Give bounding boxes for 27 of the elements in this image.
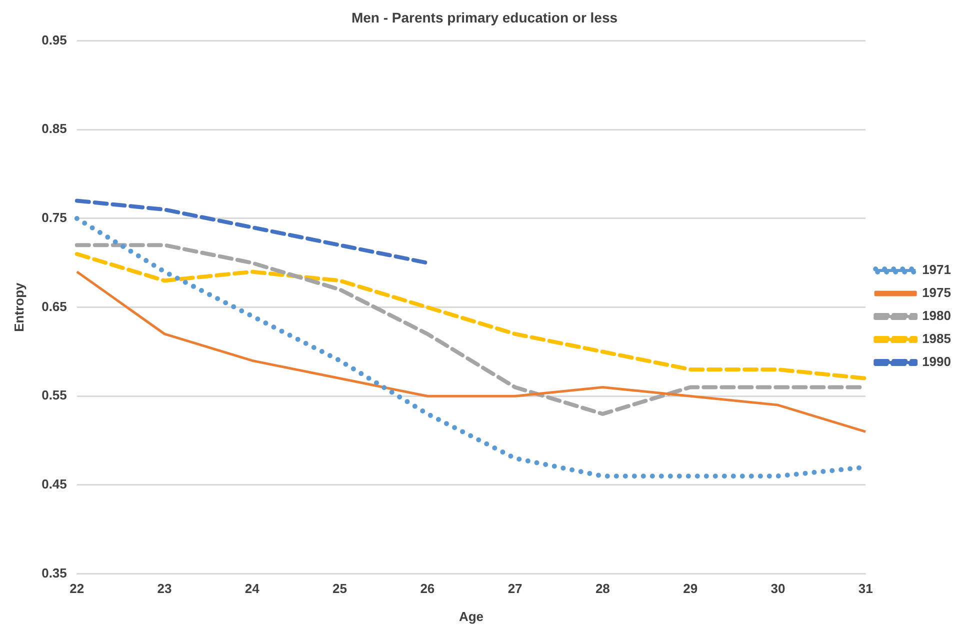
x-tick-label: 23 <box>157 581 172 596</box>
x-tick-label: 25 <box>332 581 348 596</box>
legend-label: 1990 <box>922 354 951 370</box>
y-tick-label: 0.45 <box>42 476 67 492</box>
y-tick-label: 0.65 <box>42 298 67 314</box>
legend-label: 1985 <box>922 331 951 346</box>
legend-label: 1975 <box>922 285 951 300</box>
y-tick-label: 0.75 <box>42 210 67 226</box>
y-tick-label: 0.85 <box>42 121 67 136</box>
line-series <box>74 252 868 380</box>
x-tick-label: 28 <box>595 581 610 596</box>
x-tick-label: 29 <box>683 581 698 596</box>
x-axis-title: Age <box>458 608 484 624</box>
y-tick-label: 0.95 <box>42 32 67 48</box>
y-axis-title: Entropy <box>11 282 26 332</box>
chart-title: Men - Parents primary education or less <box>351 9 618 26</box>
x-tick-label: 26 <box>420 581 435 596</box>
x-tick-label: 24 <box>244 581 260 596</box>
legend-label: 1971 <box>922 262 951 278</box>
x-tick-label: 22 <box>70 581 84 596</box>
line-series <box>74 198 430 265</box>
x-tick-label: 27 <box>508 581 522 596</box>
x-tick-label: 30 <box>770 581 786 596</box>
y-tick-label: 0.35 <box>42 565 67 580</box>
x-tick-label: 31 <box>858 581 873 596</box>
y-tick-label: 0.55 <box>42 388 67 403</box>
legend-label: 1980 <box>922 308 951 324</box>
